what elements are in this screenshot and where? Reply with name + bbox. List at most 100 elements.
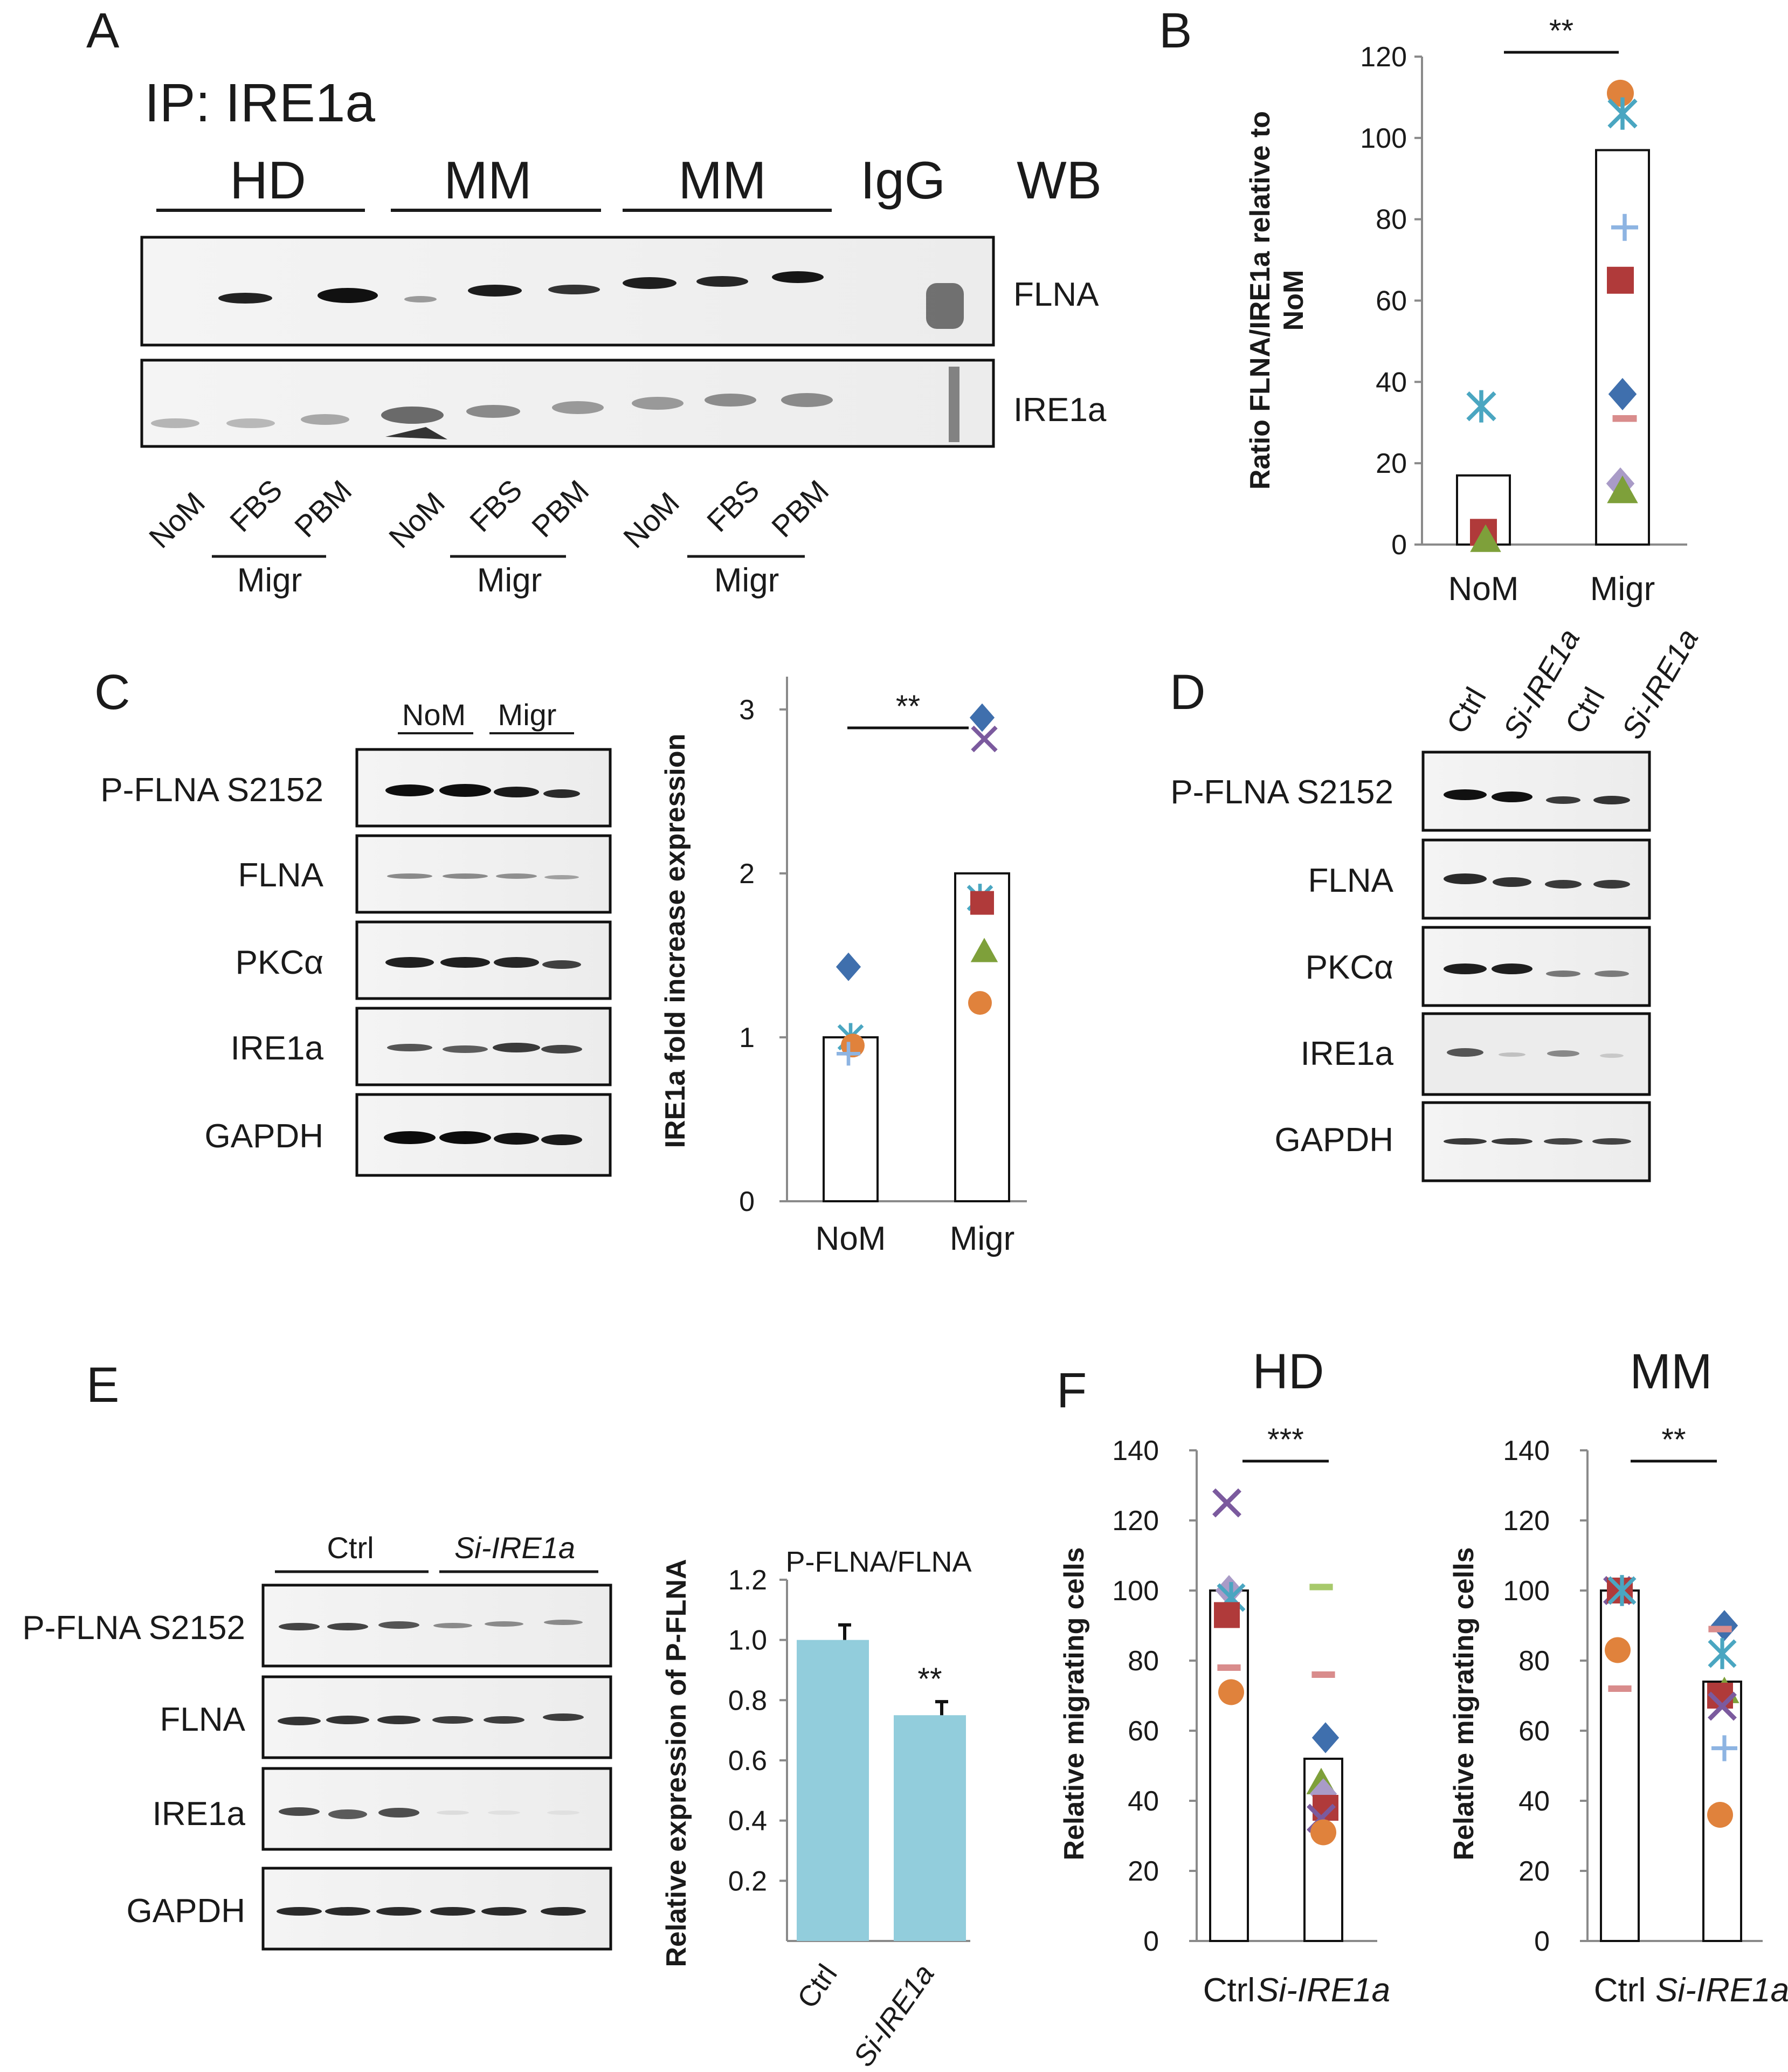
data-point-diamond	[1710, 1610, 1738, 1641]
significance-marker: ***	[1267, 1422, 1304, 1457]
ladder-smear	[949, 367, 959, 442]
y-tick-label: 0.6	[728, 1745, 767, 1777]
lane-label: Ctrl	[1440, 682, 1493, 739]
band	[151, 418, 199, 428]
bar	[797, 1640, 869, 1941]
y-axis-label: Ratio FLNA/IRE1a relative toNoM	[1245, 111, 1309, 490]
band	[1493, 877, 1531, 887]
band	[378, 1808, 419, 1818]
band	[327, 1623, 368, 1630]
y-tick-label: 80	[1518, 1646, 1550, 1677]
data-point-dash	[1608, 1685, 1632, 1692]
band	[1544, 1138, 1583, 1145]
band	[387, 1044, 432, 1051]
lane-label: PBM	[765, 473, 835, 543]
group-label-migr: Migr	[498, 698, 557, 732]
panel-e: E Ctrl Si-IRE1a P-FLNA S2152 FLNA IRE1a	[22, 1358, 612, 1951]
data-point-circle	[968, 991, 992, 1015]
y-tick-label: 100	[1360, 123, 1407, 154]
data-point-dash	[1217, 1664, 1241, 1671]
band	[440, 957, 490, 968]
y-tick-label: 0.8	[728, 1685, 767, 1716]
band	[494, 957, 539, 968]
band	[277, 1907, 322, 1916]
lane-label: NoM	[382, 485, 451, 554]
chart-title: MM	[1630, 1344, 1712, 1399]
data-point-star	[1466, 390, 1496, 423]
bar	[823, 1036, 879, 1202]
group-label-mm-1: MM	[444, 150, 531, 210]
band	[468, 285, 522, 297]
band	[439, 1131, 491, 1144]
data-point-dash	[1612, 415, 1637, 422]
panel-d: D Ctrl Si-IRE1a Ctrl Si-IRE1a P-FLNA S21…	[1170, 623, 1704, 1182]
data-point-circle	[1707, 1802, 1733, 1828]
band	[1593, 880, 1630, 889]
blot-label: P-FLNA S2152	[22, 1609, 245, 1647]
lane-label: FBS	[463, 473, 529, 539]
y-tick-label: 140	[1503, 1435, 1550, 1467]
y-tick-label: 2	[739, 858, 755, 890]
band	[484, 1716, 524, 1724]
band	[781, 393, 833, 407]
data-point-circle	[1310, 1819, 1336, 1846]
y-tick-label: 0.2	[728, 1866, 767, 1897]
band	[385, 784, 434, 796]
data-point-circle	[1605, 1637, 1631, 1663]
band	[541, 1045, 582, 1054]
band	[1546, 796, 1580, 804]
x-tick-label: Si-IRE1a	[847, 1958, 941, 2072]
data-point-x	[971, 725, 998, 753]
data-point-dash	[1311, 1671, 1335, 1678]
lane-label: FBS	[223, 473, 289, 539]
ip-label: IP: IRE1a	[144, 73, 375, 133]
band	[226, 418, 275, 428]
band	[1600, 1054, 1624, 1058]
band	[541, 1907, 586, 1916]
x-tick-label: Migr	[950, 1220, 1015, 1257]
band	[547, 1811, 579, 1815]
y-tick-label: 80	[1376, 204, 1407, 236]
data-point-square	[1214, 1602, 1240, 1628]
y-tick-label: 1	[739, 1022, 755, 1054]
blot-label: PKCα	[236, 944, 323, 981]
data-point-star	[1708, 1638, 1737, 1669]
x-tick-label: Migr	[1590, 570, 1655, 608]
blot-c-flna	[355, 834, 612, 914]
blot-label: IRE1a	[231, 1030, 324, 1067]
band	[541, 1134, 582, 1145]
data-point-plus	[837, 1042, 860, 1066]
group-label-igg: IgG	[860, 150, 945, 210]
y-tick-label: 100	[1112, 1575, 1159, 1607]
x-tick-label: Ctrl	[1203, 1972, 1255, 2009]
y-tick-label: 3	[739, 694, 755, 726]
band	[1444, 873, 1487, 884]
band	[443, 873, 488, 879]
blot-label: P-FLNA S2152	[100, 772, 323, 809]
band	[1547, 1050, 1579, 1057]
group-label-ctrl: Ctrl	[327, 1531, 374, 1565]
band	[493, 1043, 540, 1052]
band	[218, 293, 272, 304]
data-point-star	[1607, 97, 1638, 130]
lane-label: NoM	[617, 485, 686, 554]
panel-letter-d: D	[1170, 665, 1205, 720]
chart-e: 0.2 0.4 0.6 0.8 1.0 1.2 Relative expression of…	[661, 1546, 972, 2072]
band	[326, 1716, 369, 1724]
band	[696, 276, 748, 287]
band	[432, 1716, 473, 1724]
band	[1546, 970, 1580, 977]
group-label-nom: NoM	[402, 698, 466, 732]
band	[317, 288, 378, 303]
y-tick-label: 40	[1128, 1786, 1159, 1817]
data-point-diamond	[1309, 1778, 1337, 1809]
band	[1444, 789, 1487, 800]
lane-label: PBM	[525, 473, 595, 543]
chart-f-hd: 0 20 40 60 80 100 120 140 Relative migrating cel…	[1059, 1344, 1390, 2009]
data-point-square	[1607, 266, 1634, 294]
chart-c: 0 1 2 3 IRE1a fold increase expression NoM Mig…	[660, 677, 1027, 1257]
band	[485, 1621, 523, 1627]
data-point-triangle	[1607, 475, 1638, 504]
wb-label: WB	[1017, 150, 1102, 210]
y-tick-label: 100	[1503, 1575, 1550, 1607]
